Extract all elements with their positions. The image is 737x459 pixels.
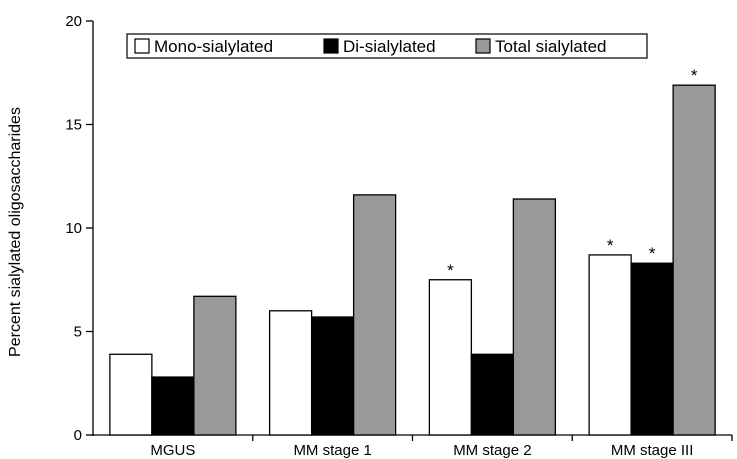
legend-label-3: Total sialylated: [495, 37, 607, 56]
y-tick-label-5: 5: [74, 324, 82, 341]
bar-3-4: [672, 84, 716, 436]
significance-marker-1-3: *: [447, 261, 454, 280]
bar-3-1: [193, 295, 237, 436]
legend-label-1: Mono-sialylated: [154, 37, 273, 56]
legend: Mono-sialylated Di-sialylated Total sialyl…: [126, 33, 648, 59]
bar-2-1: [151, 376, 195, 436]
y-tick-label-0: 0: [74, 427, 82, 444]
significance-marker-3-4: *: [691, 66, 698, 85]
plot-area: 0 5 10 15 20 MGUS MM stage 1 MM stage 2 MM stage…: [65, 13, 733, 459]
legend-label-2: Di-sialylated: [343, 37, 436, 56]
bar-3-3: [512, 198, 557, 436]
y-tick-label-15: 15: [65, 117, 82, 134]
bar-2-3: [470, 353, 515, 436]
bar-2-2: [310, 316, 355, 436]
legend-frame: [126, 33, 648, 59]
bar-1-3: [428, 279, 473, 436]
significance-marker-2-4: *: [649, 244, 656, 263]
category-label-1: MGUS: [150, 442, 195, 459]
bar-3-2: [352, 194, 397, 436]
legend-swatch-3: [475, 38, 491, 54]
bar-1-4: [588, 254, 632, 436]
bar-1-2: [268, 310, 313, 436]
legend-swatch-1: [134, 38, 150, 54]
y-tick-label-10: 10: [65, 220, 82, 237]
significance-marker-1-4: *: [607, 236, 614, 255]
legend-swatch-2: [323, 38, 339, 54]
bar-2-4: [630, 262, 674, 436]
category-label-2: MM stage 1: [293, 442, 371, 459]
bar-1-1: [109, 353, 153, 436]
category-label-4: MM stage III: [611, 442, 694, 459]
y-tick-label-20: 20: [65, 13, 82, 30]
y-axis-label: Percent sialylated oligosaccharides: [7, 107, 24, 357]
category-label-3: MM stage 2: [453, 442, 531, 459]
